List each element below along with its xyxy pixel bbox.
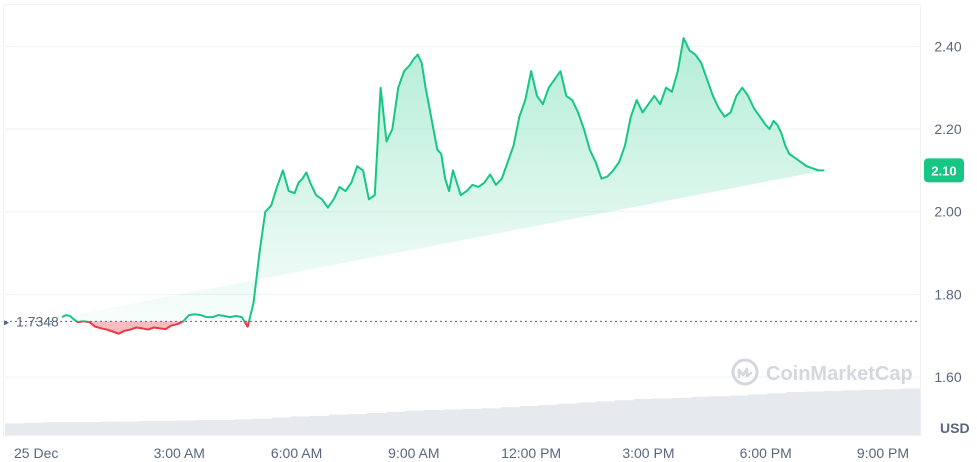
volume-bar	[348, 414, 368, 435]
volume-bar	[576, 402, 597, 435]
volume-bar	[329, 414, 349, 435]
x-tick-label: 9:00 AM	[388, 445, 439, 461]
area-above-reference	[62, 38, 825, 322]
volume-bar	[443, 409, 463, 435]
volume-bar	[100, 421, 120, 435]
volume-bar	[252, 418, 273, 435]
volume-bar	[881, 389, 902, 435]
volume-bar	[24, 422, 44, 435]
volume-bar	[900, 388, 921, 435]
y-axis: 1.60 1.80 2.00 2.20 2.40	[934, 38, 961, 385]
volume-bar	[405, 410, 425, 435]
volume-bars	[5, 388, 921, 435]
price-line-up[interactable]	[61, 37, 825, 334]
y-tick-label: 1.60	[934, 369, 961, 385]
volume-bar	[653, 398, 673, 435]
volume-bar	[538, 404, 559, 435]
reference-price-marker: ▸ 1.7348	[4, 313, 59, 329]
y-axis-unit: USD	[940, 420, 970, 436]
volume-bar	[672, 397, 692, 435]
reference-price-label: 1.7348	[16, 313, 59, 329]
volume-bar	[500, 407, 521, 435]
volume-bar	[634, 399, 654, 435]
y-tick-label: 2.40	[934, 38, 961, 54]
volume-bar	[310, 415, 330, 435]
watermark: CoinMarketCap	[731, 358, 913, 386]
volume-bar	[5, 423, 25, 435]
volume-bar	[157, 421, 178, 435]
volume-bar	[119, 421, 139, 435]
current-price-label: 2.10	[931, 163, 956, 178]
volume-bar	[805, 391, 826, 435]
x-tick-label: 9:00 PM	[857, 445, 909, 461]
x-tick-label: 6:00 AM	[271, 445, 322, 461]
volume-bar	[233, 419, 254, 435]
price-line[interactable]	[61, 37, 825, 335]
current-price-badge-bg	[924, 158, 964, 183]
x-tick-label: 3:00 AM	[154, 445, 205, 461]
y-tick-label: 2.20	[934, 121, 961, 137]
x-tick-label: 6:00 PM	[740, 445, 792, 461]
volume-bar	[557, 403, 578, 435]
volume-bar	[62, 422, 82, 435]
volume-bar	[786, 392, 807, 435]
volume-bar	[138, 421, 158, 435]
x-tick-label: 3:00 PM	[622, 445, 674, 461]
volume-bar	[386, 411, 406, 435]
area-below-reference	[76, 321, 249, 334]
reference-marker-icon: ▸	[4, 317, 9, 328]
watermark-text: CoinMarketCap	[766, 363, 913, 385]
volume-bar	[481, 408, 502, 435]
x-axis: 25 Dec 3:00 AM 6:00 AM 9:00 AM 12:00 PM 3:00 …	[14, 445, 909, 461]
volume-bar	[691, 396, 711, 435]
volume-bar	[862, 389, 883, 435]
volume-bar	[767, 393, 788, 435]
volume-bar	[176, 420, 197, 435]
plot-frame	[3, 4, 921, 436]
volume-bar	[843, 390, 864, 435]
volume-bar	[615, 400, 635, 435]
volume-bar	[271, 417, 292, 435]
volume-bar	[290, 416, 311, 435]
current-price-badge: 2.10	[924, 158, 964, 183]
x-tick-label: 25 Dec	[14, 445, 58, 461]
volume-bar	[214, 419, 235, 435]
volume-bar	[595, 401, 616, 435]
y-tick-label: 1.80	[934, 286, 961, 302]
y-tick-label: 2.00	[934, 204, 961, 220]
x-tick-label: 12:00 PM	[501, 445, 561, 461]
volume-bar	[367, 412, 387, 435]
volume-bar	[710, 396, 730, 435]
volume-bar	[748, 394, 768, 435]
volume-bar	[424, 410, 444, 435]
volume-bar	[462, 408, 483, 435]
volume-bar	[519, 406, 540, 435]
volume-bar	[43, 422, 63, 435]
price-area	[62, 38, 825, 334]
volume-bar	[824, 390, 845, 435]
volume-bar	[729, 395, 749, 435]
volume-bar	[195, 419, 216, 435]
coinmarketcap-logo-icon	[731, 358, 759, 386]
volume-bar	[81, 422, 101, 435]
